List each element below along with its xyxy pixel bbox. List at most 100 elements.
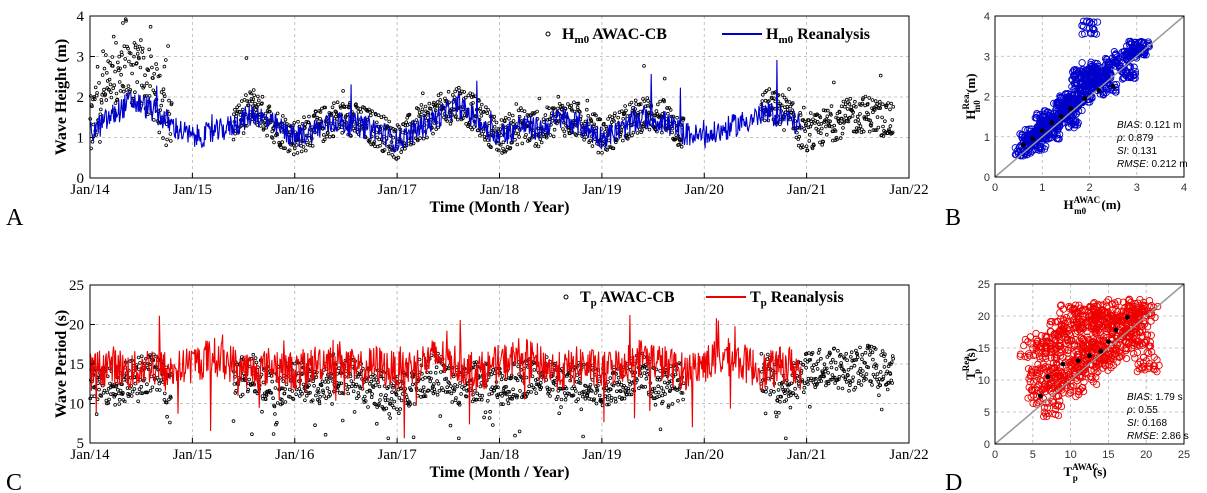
scatter-cloud [1011, 17, 1153, 160]
data-point-awac-cb [324, 396, 328, 401]
data-point-awac-cb [107, 88, 111, 92]
stat-3: RMSE: 2.86 s [1127, 431, 1189, 442]
scatter-point [1150, 353, 1158, 361]
data-point-awac-cb [613, 399, 618, 404]
data-point-awac-cb [233, 107, 237, 112]
data-point-awac-cb [136, 399, 140, 404]
data-point-awac-cb [670, 130, 674, 135]
data-point-awac-cb [478, 106, 483, 111]
data-point-awac-cb [873, 99, 878, 103]
data-point-awac-cb [534, 391, 538, 396]
quantile-point [1058, 114, 1064, 120]
data-point-awac-cb [609, 395, 614, 400]
data-point-awac-cb [89, 394, 94, 399]
data-point-awac-cb [104, 398, 109, 403]
data-point-awac-cb [287, 148, 292, 153]
data-point-awac-cb [256, 94, 260, 99]
data-point-awac-cb [604, 124, 608, 129]
data-point-awac-cb [420, 91, 425, 96]
data-point-awac-cb [759, 351, 764, 356]
data-point-awac-cb [654, 109, 659, 113]
data-point-awac-cb [128, 88, 133, 92]
data-point-awac-cb [122, 377, 126, 382]
data-point-awac-cb [856, 118, 860, 122]
scatter-point [1078, 21, 1086, 30]
data-point-awac-cb [818, 140, 822, 145]
data-point-awac-cb [594, 113, 598, 118]
scatter-point [1087, 85, 1096, 93]
data-point-awac-cb [250, 432, 254, 437]
data-point-awac-cb [352, 410, 357, 414]
data-point-awac-cb [831, 80, 836, 85]
data-point-awac-cb [645, 96, 649, 100]
data-point-awac-cb [858, 345, 862, 350]
data-point-awac-cb [518, 389, 522, 393]
data-point-awac-cb [879, 353, 883, 357]
data-point-awac-cb [462, 90, 467, 94]
data-point-awac-cb [806, 125, 811, 130]
data-point-awac-cb [797, 134, 801, 139]
data-point-awac-cb [332, 101, 336, 105]
data-point-awac-cb [325, 386, 330, 391]
data-point-awac-cb [556, 94, 561, 99]
data-point-awac-cb [663, 392, 667, 396]
data-point-awac-cb [267, 104, 272, 109]
data-point-awac-cb [808, 111, 813, 115]
data-point-awac-cb [134, 61, 139, 65]
data-point-awac-cb [625, 137, 630, 141]
data-point-awac-cb [283, 117, 288, 122]
data-point-awac-cb [496, 385, 500, 390]
data-point-awac-cb [133, 90, 137, 94]
data-point-awac-cb [306, 120, 311, 125]
data-point-awac-cb [241, 131, 246, 135]
data-point-awac-cb [129, 62, 134, 67]
data-point-awac-cb [589, 119, 594, 123]
x-tick-label: Jan/19 [582, 447, 621, 463]
data-point-awac-cb [854, 105, 858, 109]
data-point-awac-cb [126, 46, 130, 51]
data-point-awac-cb [270, 136, 275, 140]
data-point-awac-cb [157, 130, 162, 135]
scatter-point [1016, 130, 1024, 138]
data-point-awac-cb [488, 409, 492, 414]
data-point-awac-cb [613, 396, 618, 401]
data-point-awac-cb [128, 51, 133, 56]
data-point-awac-cb [833, 129, 838, 133]
data-point-awac-cb [503, 116, 508, 120]
data-point-awac-cb [834, 115, 838, 120]
data-point-awac-cb [494, 120, 499, 125]
data-point-awac-cb [851, 375, 855, 380]
data-point-awac-cb [597, 379, 602, 384]
scatter-point [1041, 135, 1050, 143]
data-point-awac-cb [433, 103, 438, 108]
scatter-point [1072, 66, 1080, 74]
data-point-awac-cb [629, 392, 634, 397]
scatter-point [1071, 84, 1079, 93]
data-point-awac-cb [157, 381, 162, 386]
data-point-awac-cb [784, 98, 789, 102]
data-point-awac-cb [609, 398, 613, 403]
quantile-point [1106, 339, 1111, 344]
data-point-awac-cb [404, 120, 409, 124]
data-point-awac-cb [278, 143, 283, 147]
quantile-point [1039, 128, 1045, 134]
data-point-awac-cb [370, 392, 374, 396]
data-point-awac-cb [535, 109, 539, 114]
data-point-awac-cb [605, 397, 610, 402]
data-point-awac-cb [552, 127, 557, 132]
data-point-awac-cb [168, 420, 172, 425]
data-point-awac-cb [113, 101, 118, 105]
data-point-awac-cb [326, 380, 331, 384]
data-point-awac-cb [438, 98, 443, 102]
data-point-awac-cb [367, 140, 372, 144]
data-point-awac-cb [314, 393, 318, 398]
data-point-awac-cb [815, 367, 820, 371]
data-point-awac-cb [145, 81, 149, 85]
data-point-awac-cb [790, 101, 795, 105]
data-point-awac-cb [860, 101, 865, 106]
data-point-awac-cb [310, 144, 315, 148]
data-point-awac-cb [314, 110, 318, 114]
data-point-awac-cb [340, 131, 345, 135]
data-point-awac-cb [850, 379, 855, 383]
data-point-awac-cb [652, 386, 657, 391]
